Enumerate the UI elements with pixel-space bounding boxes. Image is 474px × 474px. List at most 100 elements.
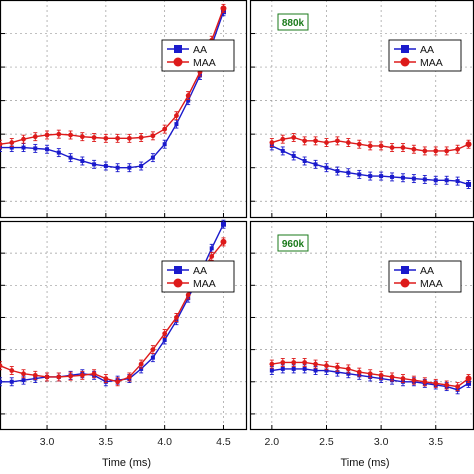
data-point bbox=[345, 366, 351, 372]
data-point bbox=[126, 135, 132, 141]
series-maa bbox=[0, 3, 227, 149]
data-point bbox=[444, 178, 449, 183]
legend-label: MAA bbox=[193, 57, 216, 69]
data-point-end bbox=[220, 238, 227, 245]
series-aa bbox=[0, 7, 226, 173]
data-point bbox=[92, 162, 97, 167]
data-point bbox=[302, 366, 307, 371]
data-point bbox=[162, 126, 168, 132]
data-point bbox=[33, 146, 38, 151]
data-point-end bbox=[466, 181, 472, 187]
legend-label: AA bbox=[193, 265, 207, 277]
data-point bbox=[115, 165, 120, 170]
data-point bbox=[455, 146, 461, 152]
data-point bbox=[291, 360, 297, 365]
badge-label: 880k bbox=[282, 18, 305, 29]
data-point bbox=[0, 363, 3, 369]
data-point bbox=[335, 370, 340, 375]
axes-frame bbox=[249, 220, 474, 431]
badge-label: 960k bbox=[282, 239, 305, 250]
data-point bbox=[103, 135, 109, 141]
data-point bbox=[433, 178, 438, 183]
data-point bbox=[269, 361, 275, 367]
data-point bbox=[291, 153, 296, 158]
data-point bbox=[209, 253, 215, 259]
data-point bbox=[324, 140, 329, 145]
data-point bbox=[56, 374, 62, 380]
data-point bbox=[324, 363, 329, 369]
data-point bbox=[139, 366, 144, 371]
data-point bbox=[433, 148, 439, 154]
data-point bbox=[32, 372, 38, 378]
data-point bbox=[21, 371, 26, 377]
data-point bbox=[455, 384, 461, 389]
data-point bbox=[400, 175, 405, 180]
axes-frame bbox=[0, 0, 248, 219]
badge-box bbox=[277, 13, 309, 31]
data-point bbox=[411, 377, 417, 383]
data-point bbox=[280, 136, 286, 142]
data-point bbox=[21, 145, 26, 150]
data-point bbox=[79, 134, 85, 140]
data-point bbox=[185, 292, 191, 298]
legend-label: MAA bbox=[420, 278, 443, 290]
data-point bbox=[56, 131, 62, 137]
data-point bbox=[389, 374, 395, 380]
data-point bbox=[269, 140, 275, 145]
data-point bbox=[367, 371, 373, 377]
data-point-end bbox=[220, 221, 226, 227]
data-point bbox=[21, 136, 26, 142]
series-maa bbox=[0, 237, 227, 387]
data-point bbox=[150, 133, 156, 139]
data-point bbox=[186, 98, 191, 103]
data-point bbox=[313, 368, 318, 373]
grid bbox=[0, 0, 247, 218]
data-point bbox=[291, 366, 296, 371]
legend-marker bbox=[174, 45, 182, 53]
data-point bbox=[269, 368, 274, 373]
data-point bbox=[9, 368, 15, 373]
data-point bbox=[280, 148, 285, 153]
series-maa bbox=[269, 358, 472, 392]
data-point bbox=[346, 371, 351, 376]
legend-label: AA bbox=[193, 44, 207, 56]
data-point bbox=[0, 379, 2, 384]
data-point bbox=[444, 382, 450, 388]
data-point bbox=[313, 162, 318, 167]
badge-box bbox=[277, 234, 309, 252]
x-tick-label: 4.5 bbox=[216, 436, 231, 448]
grid bbox=[250, 0, 474, 218]
series-maa bbox=[269, 133, 472, 156]
data-point bbox=[45, 147, 50, 152]
data-point bbox=[302, 360, 308, 365]
data-point bbox=[291, 135, 297, 140]
x-axis-label: Time (ms) bbox=[340, 457, 389, 469]
data-point bbox=[150, 355, 155, 360]
data-point bbox=[21, 378, 26, 383]
grid bbox=[250, 221, 474, 430]
series-aa bbox=[269, 364, 472, 395]
legend-marker bbox=[401, 45, 409, 53]
data-point bbox=[115, 135, 121, 141]
data-point bbox=[9, 145, 14, 150]
data-point bbox=[433, 380, 439, 386]
data-point bbox=[280, 360, 286, 365]
legend-label: AA bbox=[420, 265, 434, 277]
data-point bbox=[346, 170, 351, 175]
series-aa bbox=[269, 141, 472, 189]
x-tick-label: 3.0 bbox=[374, 436, 389, 448]
data-point bbox=[335, 138, 340, 144]
data-point bbox=[368, 174, 373, 179]
data-point bbox=[209, 246, 214, 251]
legend-label: AA bbox=[420, 44, 434, 56]
legend-marker bbox=[173, 57, 183, 67]
data-point bbox=[400, 376, 406, 381]
